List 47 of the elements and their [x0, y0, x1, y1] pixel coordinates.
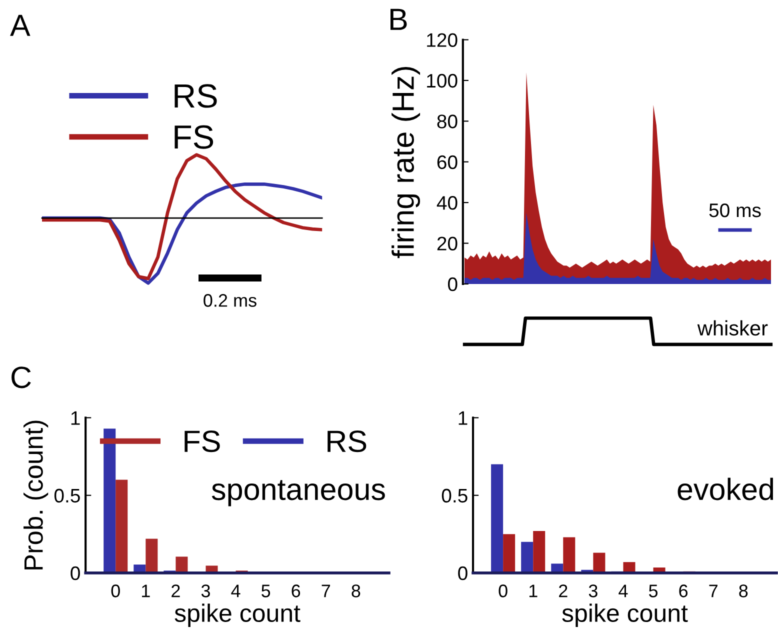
- y-tick-label: 0: [70, 566, 80, 580]
- y-tick-label: 0.5: [54, 488, 80, 503]
- legend-label: FS: [184, 430, 220, 452]
- y-tick-label: 100: [427, 74, 458, 88]
- x-tick-label: 3: [201, 584, 210, 598]
- x-tick-label: 1: [529, 584, 538, 598]
- x-tick-label: 7: [322, 584, 330, 598]
- y-tick-label: 80: [437, 114, 458, 128]
- y-tick-label: 60: [437, 155, 458, 170]
- y-tick-label: 1: [71, 411, 80, 425]
- annotation: spontaneous: [212, 480, 385, 506]
- x-tick-label: 5: [648, 584, 658, 598]
- x-tick-label: 1: [142, 584, 150, 598]
- text: C: [12, 366, 31, 388]
- x-tick-label: 6: [292, 584, 300, 598]
- legend-label: RS: [174, 84, 217, 108]
- y-axis-title: Prob. (count): [24, 420, 48, 570]
- y-tick-label: 0: [448, 277, 458, 292]
- x-tick-label: 5: [262, 584, 270, 598]
- x-tick-label: 7: [709, 584, 718, 598]
- x-tick-label: 2: [559, 584, 568, 598]
- annotation: 50 ms: [709, 203, 761, 218]
- y-tick-label: 40: [436, 196, 458, 210]
- text: A: [10, 14, 30, 36]
- y-tick-label: 0.5: [442, 488, 468, 503]
- x-tick-label: 8: [352, 584, 360, 598]
- y-axis-title: firing rate (Hz): [392, 66, 420, 258]
- x-tick-label: 4: [618, 584, 628, 598]
- text: 0.2 ms: [204, 294, 256, 307]
- legend-label: RS: [328, 430, 366, 452]
- x-tick-label: 2: [172, 584, 180, 598]
- x-tick-label: 0: [111, 584, 120, 598]
- x-tick-label: 8: [739, 584, 748, 598]
- x-tick-label: 6: [679, 584, 688, 598]
- x-tick-label: 4: [231, 584, 240, 598]
- y-tick-label: 20: [437, 236, 458, 250]
- x-tick-label: 0: [498, 584, 508, 598]
- x-axis-title: spike count: [174, 604, 300, 627]
- x-axis-title: spike count: [562, 604, 688, 627]
- annotation: evoked: [678, 478, 774, 500]
- y-tick-label: 0: [458, 566, 468, 580]
- y-tick-label: 1: [458, 411, 468, 425]
- y-tick-label: 120: [427, 33, 458, 47]
- text: B: [390, 8, 407, 30]
- x-tick-label: 3: [588, 584, 598, 598]
- annotation: whisker: [697, 320, 768, 336]
- legend-label: FS: [174, 125, 214, 149]
